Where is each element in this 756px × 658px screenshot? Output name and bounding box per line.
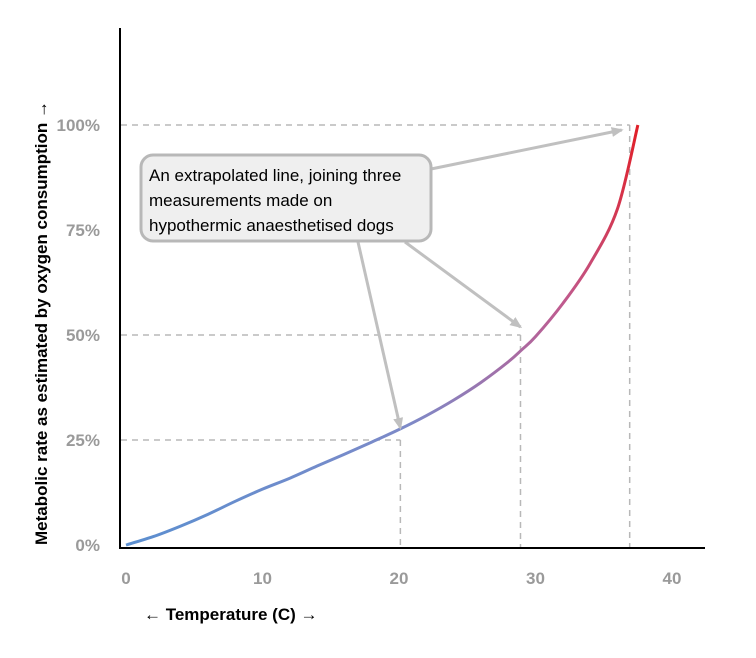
x-axis-title: ← Temperature (C) → bbox=[144, 605, 318, 624]
annotation-arrow bbox=[430, 127, 624, 171]
annotation-arrow bbox=[404, 240, 523, 329]
annotation-box bbox=[139, 153, 433, 243]
y-tick-label: 50% bbox=[66, 326, 100, 345]
annotation-arrows bbox=[356, 127, 624, 430]
x-tick-label: 40 bbox=[663, 569, 682, 588]
y-tick-label: 75% bbox=[66, 221, 100, 240]
annotation-arrow bbox=[356, 241, 404, 430]
x-tick-label: 10 bbox=[253, 569, 272, 588]
y-tick-label: 25% bbox=[66, 431, 100, 450]
y-axis-title: Metabolic rate as estimated by oxygen co… bbox=[32, 101, 51, 545]
reference-lines bbox=[121, 124, 631, 547]
y-tick-label: 0% bbox=[75, 536, 100, 555]
x-tick-label: 20 bbox=[390, 569, 409, 588]
annotation-line-1: An extrapolated line, joining three bbox=[149, 166, 401, 185]
annotation-line-3: hypothermic anaesthetised dogs bbox=[149, 216, 394, 235]
x-tick-label: 0 bbox=[121, 569, 130, 588]
y-tick-labels: 0% 25% 50% 75% 100% bbox=[57, 116, 100, 555]
annotation-line-2: measurements made on bbox=[149, 191, 332, 210]
annotation-callout: An extrapolated line, joining three meas… bbox=[139, 153, 433, 243]
x-tick-label: 30 bbox=[526, 569, 545, 588]
y-tick-label: 100% bbox=[57, 116, 100, 135]
x-tick-labels: 0 10 20 30 40 bbox=[121, 569, 681, 588]
